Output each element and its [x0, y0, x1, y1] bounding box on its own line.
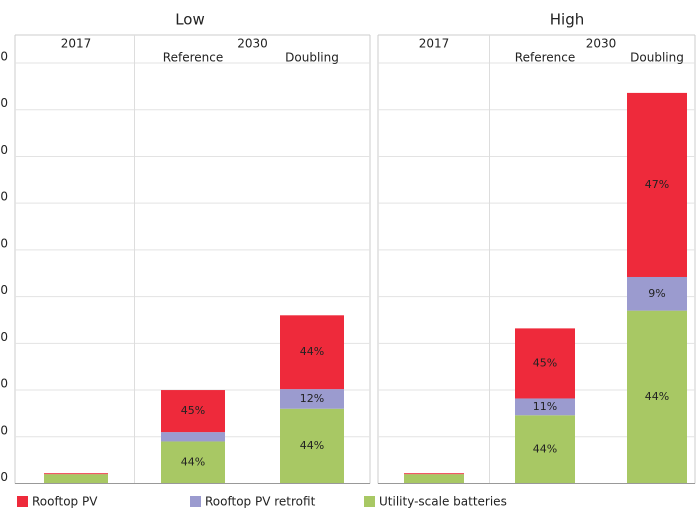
- panel-title: Low: [175, 11, 205, 29]
- bar-segment: [515, 328, 575, 399]
- share-label: 44%: [181, 455, 205, 468]
- bar-segment: [515, 415, 575, 484]
- share-label: 44%: [645, 390, 669, 403]
- legend-label: Rooftop PV: [32, 495, 98, 509]
- y-tick-label: 450: [0, 50, 8, 64]
- x-tick-label: Doubling: [630, 51, 684, 65]
- y-tick-label: 100: [0, 377, 8, 391]
- bar-segment: [161, 441, 225, 484]
- legend-swatch: [190, 496, 201, 507]
- x-group-label: 2030: [586, 37, 617, 51]
- bar-segment: [404, 473, 464, 475]
- y-tick-label: 250: [0, 236, 8, 250]
- x-group-label: 2017: [61, 37, 92, 51]
- y-tick-label: 350: [0, 143, 8, 157]
- x-tick-label: Reference: [515, 51, 575, 65]
- legend-swatch: [17, 496, 28, 507]
- x-group-label: 2017: [419, 37, 450, 51]
- share-label: 44%: [533, 442, 557, 455]
- y-tick-label: 200: [0, 283, 8, 297]
- x-group-label: 2030: [237, 37, 268, 51]
- x-tick-label: Doubling: [285, 51, 339, 65]
- y-tick-label: 400: [0, 96, 8, 110]
- legend-swatch: [364, 496, 375, 507]
- share-label: 47%: [645, 178, 669, 191]
- share-label: 12%: [300, 392, 324, 405]
- bar-segment: [515, 398, 575, 416]
- bar-segment: [627, 276, 687, 311]
- y-tick-label: 50: [0, 423, 8, 437]
- bar-segment: [44, 474, 108, 484]
- bar-segment: [404, 474, 464, 484]
- y-tick-label: 150: [0, 330, 8, 344]
- bar-segment: [280, 389, 344, 409]
- share-label: 45%: [181, 404, 205, 417]
- y-tick-label: 0: [0, 470, 8, 484]
- bar-segment: [280, 315, 344, 390]
- share-label: 9%: [648, 287, 665, 300]
- y-tick-label: 300: [0, 190, 8, 204]
- share-label: 45%: [533, 356, 557, 369]
- bar-segment: [44, 473, 108, 475]
- legend-label: Utility-scale batteries: [379, 495, 507, 509]
- x-tick-label: Reference: [163, 51, 223, 65]
- bar-segment: [627, 310, 687, 484]
- panel-title: High: [550, 11, 584, 29]
- bar-segment: [161, 432, 225, 442]
- share-label: 44%: [300, 345, 324, 358]
- bar-segment: [161, 390, 225, 433]
- bar-segment: [280, 408, 344, 484]
- legend-label: Rooftop PV retrofit: [205, 495, 316, 509]
- share-label: 11%: [533, 400, 557, 413]
- share-label: 44%: [300, 439, 324, 452]
- bar-segment: [627, 92, 687, 277]
